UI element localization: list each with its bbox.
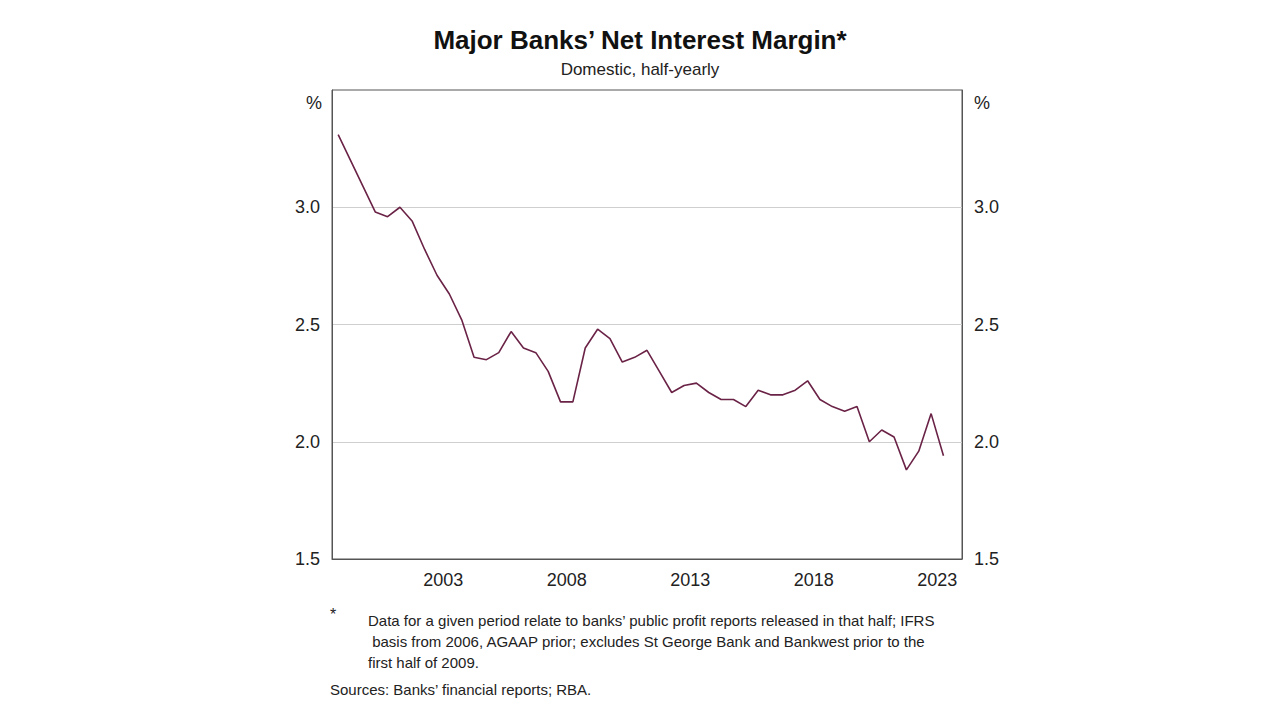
svg-text:2.0: 2.0 <box>974 432 999 452</box>
svg-text:%: % <box>306 93 322 113</box>
svg-text:Major Banks’ Net Interest Marg: Major Banks’ Net Interest Margin* <box>433 25 847 55</box>
svg-text:2008: 2008 <box>547 570 587 590</box>
svg-text:3.0: 3.0 <box>974 197 999 217</box>
svg-text:2.5: 2.5 <box>974 315 999 335</box>
svg-text:1.5: 1.5 <box>974 549 999 569</box>
svg-text:Sources: Banks’ financial repo: Sources: Banks’ financial reports; RBA. <box>330 681 591 698</box>
svg-text:*: * <box>330 606 336 623</box>
svg-text:basis from 2006, AGAAP prior;: basis from 2006, AGAAP prior; excludes S… <box>368 633 929 650</box>
svg-text:first half of 2009.: first half of 2009. <box>368 654 479 671</box>
svg-text:2023: 2023 <box>917 570 957 590</box>
svg-text:2.5: 2.5 <box>295 315 320 335</box>
svg-text:2003: 2003 <box>423 570 463 590</box>
svg-text:2013: 2013 <box>670 570 710 590</box>
svg-text:2018: 2018 <box>794 570 834 590</box>
svg-text:2.0: 2.0 <box>295 432 320 452</box>
svg-text:1.5: 1.5 <box>295 549 320 569</box>
svg-text:Data for a given period relate: Data for a given period relate to banks’… <box>368 612 934 629</box>
svg-text:3.0: 3.0 <box>295 197 320 217</box>
svg-text:%: % <box>974 93 990 113</box>
svg-text:Domestic, half-yearly: Domestic, half-yearly <box>561 60 720 79</box>
